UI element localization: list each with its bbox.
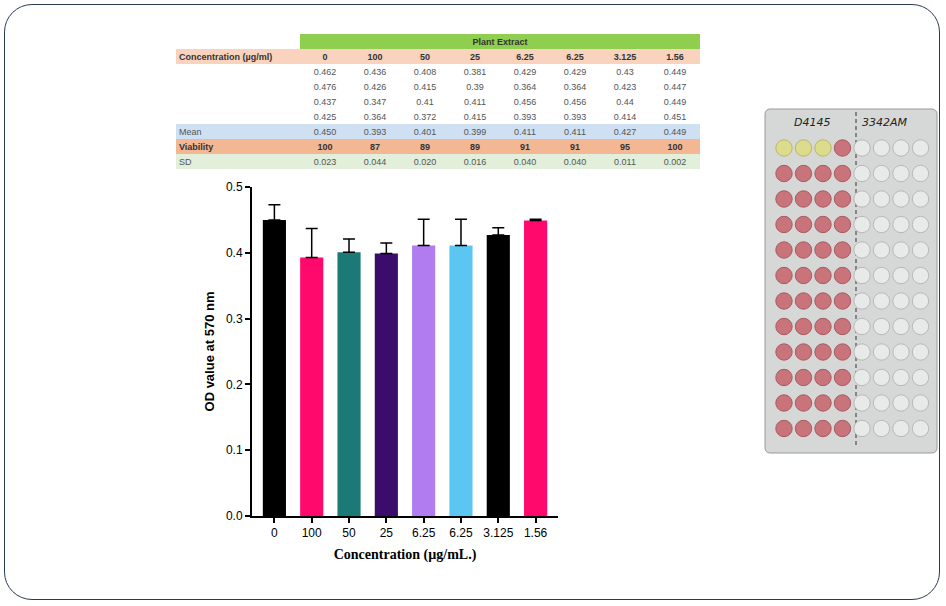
html-text:0.449: 0.449 [663, 66, 687, 77]
html-text:0.426: 0.426 [363, 81, 387, 92]
svg-text:6.25: 6.25 [449, 526, 473, 540]
svg-text:0.1: 0.1 [226, 443, 243, 457]
html-text:100: 100 [367, 51, 383, 62]
html-text:0.393: 0.393 [363, 126, 387, 137]
svg-text:0.0: 0.0 [226, 509, 243, 523]
html-text:0.044: 0.044 [363, 156, 387, 167]
html-text:Viability: Viability [179, 141, 214, 152]
html-text:0.427: 0.427 [613, 126, 637, 137]
html-text:1.56: 1.56 [666, 51, 684, 62]
html-text:0.016: 0.016 [463, 156, 487, 167]
svg-text:3.125: 3.125 [483, 526, 513, 540]
html-text:SD: SD [179, 156, 192, 167]
html-text:89: 89 [470, 141, 480, 152]
html-text:0.040: 0.040 [513, 156, 537, 167]
html-text:0.462: 0.462 [313, 66, 337, 77]
html-text:0.423: 0.423 [613, 81, 637, 92]
html-text:0.020: 0.020 [413, 156, 437, 167]
html-text:50: 50 [420, 51, 430, 62]
svg-text:0.3: 0.3 [226, 312, 243, 326]
html-text:91: 91 [520, 141, 530, 152]
html-text:0.414: 0.414 [613, 111, 637, 122]
html-text:0.39: 0.39 [466, 81, 484, 92]
html-text:0.040: 0.040 [563, 156, 587, 167]
html-text:89: 89 [420, 141, 430, 152]
svg-text:0.2: 0.2 [226, 378, 243, 392]
html-text:3.125: 3.125 [613, 51, 637, 62]
html-text:0.393: 0.393 [563, 111, 587, 122]
svg-text:Concentration (µg/mL.): Concentration (µg/mL.) [334, 547, 477, 563]
html-text:0.456: 0.456 [513, 96, 537, 107]
html-text:0.023: 0.023 [313, 156, 337, 167]
html-text:0.449: 0.449 [663, 126, 687, 137]
html-text:0.429: 0.429 [563, 66, 587, 77]
svg-text:0.5: 0.5 [226, 180, 243, 194]
html-text:0.364: 0.364 [513, 81, 537, 92]
svg-text:OD value at 570 nm: OD value at 570 nm [202, 292, 217, 412]
html-text:91: 91 [570, 141, 580, 152]
html-text:0.429: 0.429 [513, 66, 537, 77]
html-text:0.372: 0.372 [413, 111, 437, 122]
html-text:0.450: 0.450 [313, 126, 337, 137]
html-text:0.002: 0.002 [663, 156, 687, 167]
html-text:0.451: 0.451 [663, 111, 687, 122]
html-text:0.415: 0.415 [413, 81, 437, 92]
html-text:0.393: 0.393 [513, 111, 537, 122]
html-text:Mean: Mean [179, 126, 202, 137]
html-text:0.447: 0.447 [663, 81, 687, 92]
html-text:6.25: 6.25 [566, 51, 584, 62]
html-text:95: 95 [620, 141, 630, 152]
html-text:0.408: 0.408 [413, 66, 437, 77]
svg-text:100: 100 [302, 526, 322, 540]
svg-text:3342AM: 3342AM [862, 116, 908, 129]
html-text:0.425: 0.425 [313, 111, 337, 122]
html-text:0.411: 0.411 [464, 96, 486, 107]
html-text:0.011: 0.011 [614, 156, 636, 167]
html-text:0.411: 0.411 [564, 126, 586, 137]
html-text:100: 100 [667, 141, 683, 152]
html-text:0.411: 0.411 [514, 126, 536, 137]
html-text:0.41: 0.41 [416, 96, 434, 107]
html-text:0.399: 0.399 [463, 126, 487, 137]
html-text:0.364: 0.364 [363, 111, 387, 122]
html-text:0.449: 0.449 [663, 96, 687, 107]
html-text:0.437: 0.437 [313, 96, 337, 107]
html-text:0.347: 0.347 [363, 96, 387, 107]
html-text:0.401: 0.401 [413, 126, 437, 137]
html-text:0.43: 0.43 [616, 66, 634, 77]
svg-text:6.25: 6.25 [412, 526, 436, 540]
html-text:0.415: 0.415 [463, 111, 487, 122]
svg-text:D4145: D4145 [794, 116, 830, 129]
svg-text:0: 0 [271, 526, 278, 540]
html-text:0.436: 0.436 [363, 66, 387, 77]
html-text:Plant Extract: Plant Extract [472, 36, 528, 47]
html-text:0.381: 0.381 [463, 66, 487, 77]
svg-text:0.4: 0.4 [226, 246, 243, 260]
html-text:87: 87 [370, 141, 380, 152]
html-text:0.44: 0.44 [616, 96, 634, 107]
svg-text:50: 50 [342, 526, 356, 540]
html-text:0: 0 [322, 51, 328, 62]
html-text:0.456: 0.456 [563, 96, 587, 107]
svg-text:1.56: 1.56 [524, 526, 548, 540]
html-text:0.364: 0.364 [563, 81, 587, 92]
html-text:6.25: 6.25 [516, 51, 534, 62]
html-text:25: 25 [470, 51, 480, 62]
html-text:0.476: 0.476 [313, 81, 337, 92]
html-text:100: 100 [317, 141, 333, 152]
html-text:Concentration (µg/ml): Concentration (µg/ml) [179, 51, 273, 62]
svg-text:25: 25 [380, 526, 394, 540]
